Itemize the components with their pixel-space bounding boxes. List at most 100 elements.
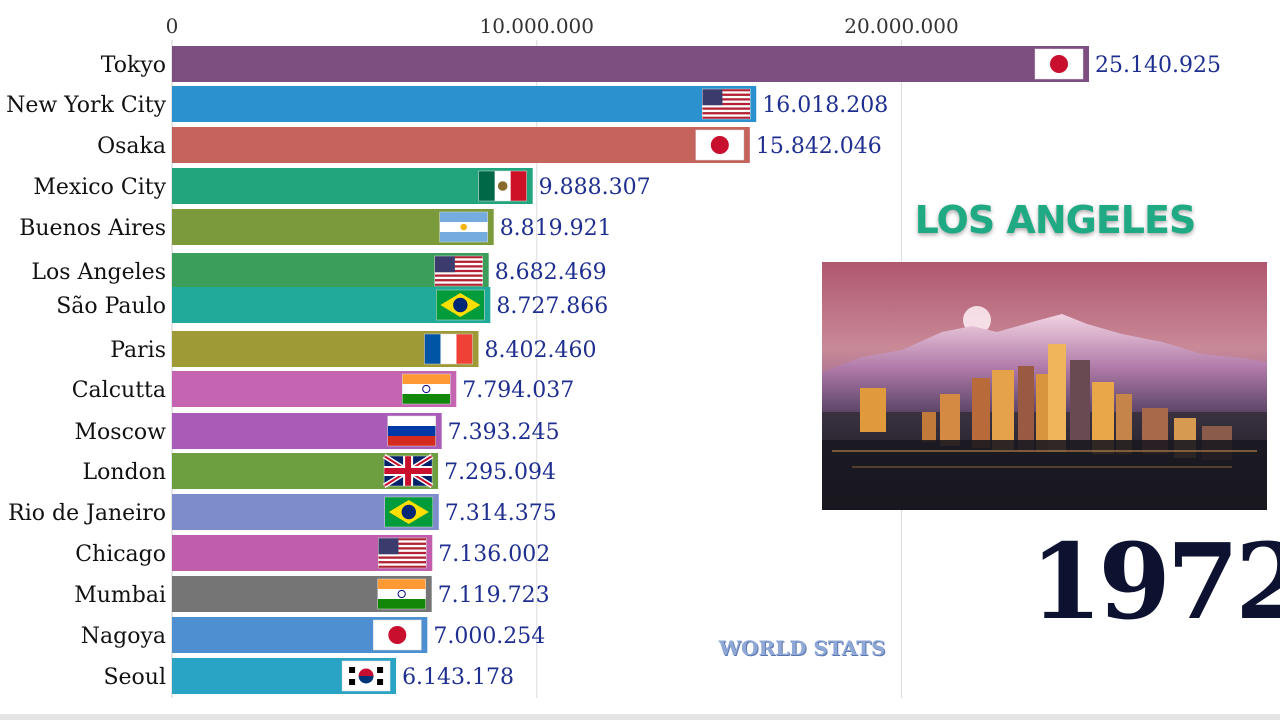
flag-canton — [702, 89, 723, 106]
flag-stripe — [378, 565, 427, 568]
flag-band — [439, 232, 488, 242]
flag-stripe — [434, 274, 483, 277]
los-angeles-skyline-photo — [822, 262, 1267, 510]
flag-stripe — [702, 89, 751, 92]
flag-border — [439, 211, 488, 243]
bar-row: Tokyo 25.140.925 — [101, 46, 1221, 82]
brazil-flag-icon — [436, 289, 485, 321]
featured-city-title: LOS ANGELES — [914, 198, 1197, 242]
flag-stripe — [378, 542, 427, 545]
city-label: Nagoya — [81, 624, 166, 649]
flag-band — [456, 334, 473, 364]
japan-flag-icon — [1034, 48, 1084, 80]
flag-band — [424, 334, 441, 364]
flag-border — [695, 129, 745, 161]
bar-row: Osaka 15.842.046 — [97, 127, 882, 163]
value-label: 7.000.254 — [433, 624, 545, 649]
india-flag-icon — [377, 578, 426, 610]
flag-band — [510, 171, 527, 201]
value-label: 7.794.037 — [462, 378, 574, 403]
flag-disc — [388, 626, 407, 644]
bar — [172, 127, 750, 163]
value-label: 15.842.046 — [756, 134, 882, 159]
flag-cross-red — [384, 468, 433, 474]
flag-stripe — [702, 107, 751, 110]
flag-taeguk-blue — [358, 676, 374, 684]
bar-row: Nagoya 7.000.254 — [81, 617, 545, 653]
bar — [172, 46, 1089, 82]
flag-border — [702, 88, 751, 120]
flag-stripe — [702, 93, 751, 96]
bottom-divider — [0, 714, 1280, 720]
flag-border — [377, 578, 426, 610]
flag-stripe — [378, 561, 427, 564]
argentina-flag-icon — [439, 211, 488, 243]
flag-disc — [710, 136, 729, 154]
city-label: São Paulo — [56, 294, 166, 319]
bar-row: São Paulo 8.727.866 — [56, 287, 608, 323]
flag-border — [436, 289, 485, 321]
flag-stripe — [702, 112, 751, 115]
flag-stripe — [378, 551, 427, 555]
flag-border — [384, 496, 434, 528]
value-label: 7.314.375 — [445, 501, 557, 526]
flag-stripe — [702, 102, 751, 106]
value-label: 7.119.723 — [438, 583, 550, 608]
value-label: 9.888.307 — [539, 175, 651, 200]
flag-stripe — [378, 547, 427, 550]
x-tick-label: 10.000.000 — [479, 14, 594, 38]
city-label: London — [82, 460, 166, 485]
flag-globe — [401, 504, 416, 520]
flag-stripe — [378, 538, 427, 541]
watermark-logo: WORLD STATS — [718, 636, 886, 660]
city-label: Osaka — [97, 134, 166, 159]
flag-canton — [378, 538, 399, 555]
usa-flag-icon — [702, 88, 751, 120]
india-flag-icon — [402, 373, 451, 405]
bar-row: London 7.295.094 — [82, 453, 556, 489]
flag-stripe — [702, 116, 751, 119]
flag-stripe — [434, 265, 483, 268]
city-label: Mexico City — [33, 175, 166, 200]
flag-trigram — [349, 667, 356, 673]
flag-border — [478, 170, 527, 202]
flag-band — [402, 374, 451, 384]
bar-row: Paris 8.402.460 — [110, 331, 596, 367]
flag-band — [387, 436, 436, 446]
flag-band — [387, 426, 436, 436]
flag-border — [434, 255, 483, 287]
flag-globe — [453, 297, 468, 313]
usa-flag-icon — [378, 537, 427, 569]
flag-stripe — [434, 256, 483, 259]
flag-stripe — [434, 260, 483, 263]
city-label: Rio de Janeiro — [8, 501, 166, 526]
year-label: 1972 — [1030, 520, 1280, 643]
x-tick-label: 20.000.000 — [844, 14, 959, 38]
flag-trigram — [377, 667, 384, 673]
flag-border — [341, 660, 391, 692]
city-label: Mumbai — [74, 583, 166, 608]
flag-band — [478, 171, 495, 201]
flag-trigram — [349, 679, 356, 685]
uk-flag-icon — [382, 453, 434, 489]
flag-sun — [460, 223, 468, 231]
flag-border — [402, 373, 451, 405]
city-label: Seoul — [103, 665, 166, 690]
flag-stripe — [702, 98, 751, 101]
value-label: 8.727.866 — [496, 294, 608, 319]
flag-taeguk-red — [358, 668, 374, 676]
flag-band — [377, 579, 426, 589]
city-label: Calcutta — [72, 378, 166, 403]
flag-disc — [1050, 55, 1068, 73]
flag-band — [439, 212, 488, 222]
flag-chakra — [397, 589, 406, 599]
mexico-flag-icon — [478, 170, 527, 202]
x-tick-label: 0 — [166, 14, 179, 38]
city-label: Chicago — [75, 542, 166, 567]
flag-band — [402, 394, 451, 404]
flag-stripe — [378, 556, 427, 559]
value-label: 6.143.178 — [402, 665, 514, 690]
bar-row: Moscow 7.393.245 — [75, 413, 560, 449]
city-label: New York City — [6, 93, 167, 118]
